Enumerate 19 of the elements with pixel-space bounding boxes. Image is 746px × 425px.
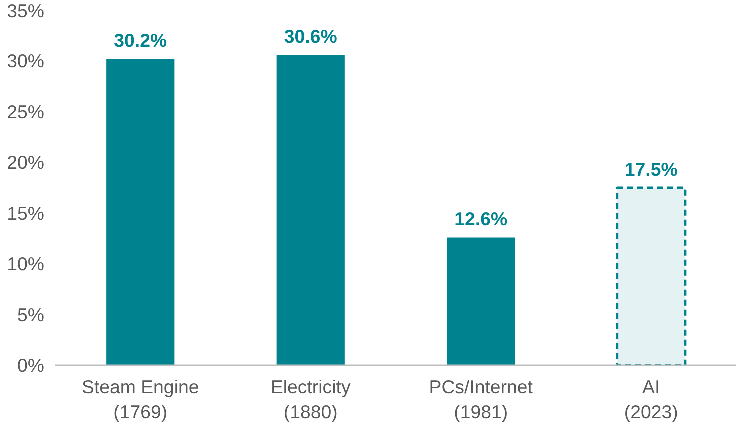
y-tick-label: 10%: [7, 254, 45, 275]
y-tick-label: 0%: [18, 355, 45, 376]
data-label: 17.5%: [624, 159, 678, 180]
x-tick-label: AI (2023): [624, 376, 678, 423]
bar: [447, 238, 516, 366]
y-tick-label: 15%: [7, 202, 45, 224]
y-tick-label: 20%: [7, 152, 45, 174]
data-label: 12.6%: [454, 208, 508, 230]
bar: [106, 59, 175, 366]
y-tick-label: 35%: [7, 0, 45, 22]
y-tick-label: 5%: [18, 304, 45, 326]
x-tick-label: PCs/Internet (1981): [429, 376, 534, 423]
y-tick-label: 30%: [7, 50, 45, 72]
data-label: 30.6%: [284, 26, 338, 48]
x-tick-label: Steam Engine (1769): [82, 376, 200, 423]
y-tick-label: 25%: [7, 101, 45, 122]
x-tick-label: Electricity (1880): [270, 376, 352, 423]
data-label: 30.2%: [114, 30, 168, 52]
bar: [276, 55, 345, 366]
